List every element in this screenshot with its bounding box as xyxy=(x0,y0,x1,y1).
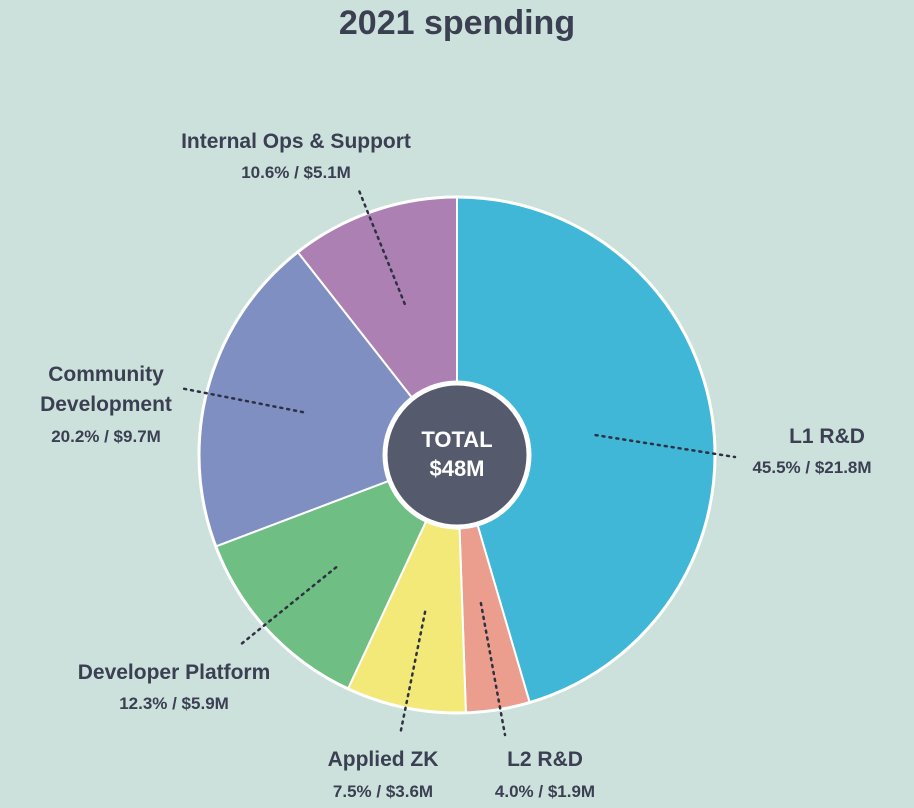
label-developer-platform-name: Developer Platform xyxy=(78,661,271,684)
label-l1-rd-value: 45.5% / $21.8M xyxy=(752,458,871,477)
leader-lines xyxy=(178,186,737,737)
center-label-total: TOTAL xyxy=(421,427,492,452)
label-developer-platform-value: 12.3% / $5.9M xyxy=(119,694,229,713)
label-internal-ops-value: 10.6% / $5.1M xyxy=(241,163,351,182)
leader-line-internal-ops-support xyxy=(356,186,406,306)
label-community-development-value: 20.2% / $9.7M xyxy=(51,427,161,446)
leader-line-l1-rd xyxy=(594,433,737,459)
label-community-development-name-line1: Community xyxy=(48,363,164,386)
label-l1-rd-name: L1 R&D xyxy=(789,425,865,448)
leader-line-applied-zk xyxy=(398,610,427,737)
center-label-amount: $48M xyxy=(429,456,484,481)
center-hole xyxy=(382,380,532,530)
label-l2-rd-name: L2 R&D xyxy=(507,748,583,771)
leader-line-community-development xyxy=(178,386,305,414)
label-l2-rd-value: 4.0% / $1.9M xyxy=(495,782,595,801)
label-applied-zk-name: Applied ZK xyxy=(328,748,439,771)
label-community-development-name-line2: Development xyxy=(40,393,172,416)
leader-line-developer-platform xyxy=(238,566,338,647)
chart-title: 2021 spending xyxy=(339,4,575,42)
leader-line-l2-rd xyxy=(479,601,507,737)
label-applied-zk-value: 7.5% / $3.6M xyxy=(333,782,433,801)
label-internal-ops-name: Internal Ops & Support xyxy=(181,130,411,153)
